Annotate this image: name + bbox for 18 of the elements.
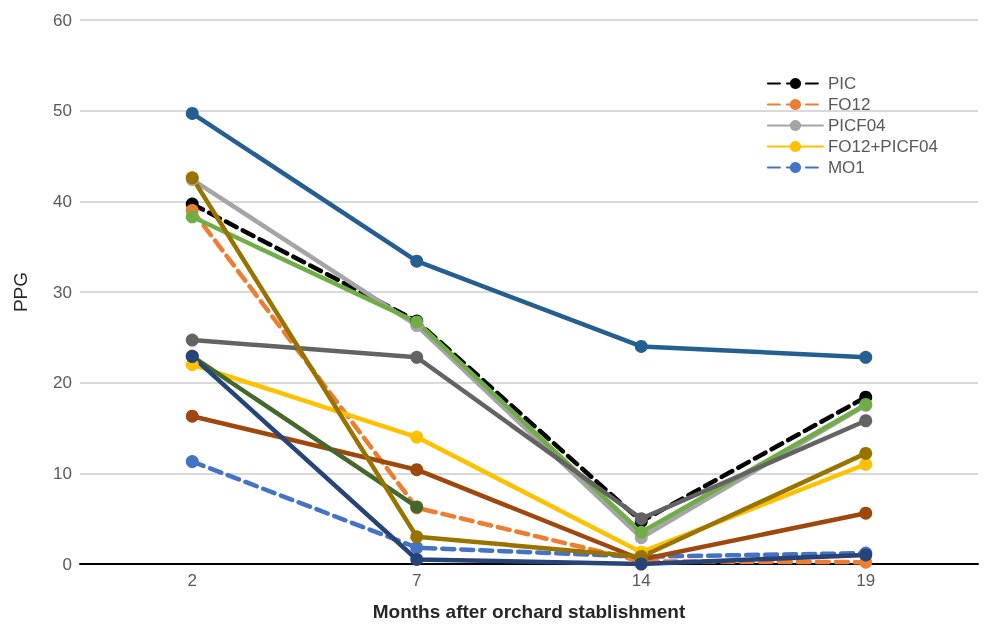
y-tick-label: 10 <box>53 463 72 483</box>
y-tick-label: 40 <box>53 191 72 211</box>
x-tick-label: 19 <box>856 571 876 590</box>
y-axis-title: PPG <box>10 271 31 313</box>
legend-label: MO1 <box>827 158 865 177</box>
legend-label: FO12+PICF04 <box>827 137 938 156</box>
y-tick-label: 30 <box>53 282 72 302</box>
x-tick-label: 7 <box>412 571 422 590</box>
y-tick-label: 20 <box>53 373 72 393</box>
x-tick-label: 14 <box>631 571 651 590</box>
x-tick-label: 2 <box>187 571 197 590</box>
legend-label: PIC <box>827 74 857 93</box>
y-tick-label: 60 <box>53 10 72 30</box>
y-tick-label: 0 <box>62 554 72 574</box>
x-axis-title: Months after orchard stablishment <box>372 601 686 622</box>
y-tick-label: 50 <box>53 101 72 121</box>
legend-label: PICF04 <box>827 116 886 135</box>
legend-label: FO12 <box>827 95 871 114</box>
